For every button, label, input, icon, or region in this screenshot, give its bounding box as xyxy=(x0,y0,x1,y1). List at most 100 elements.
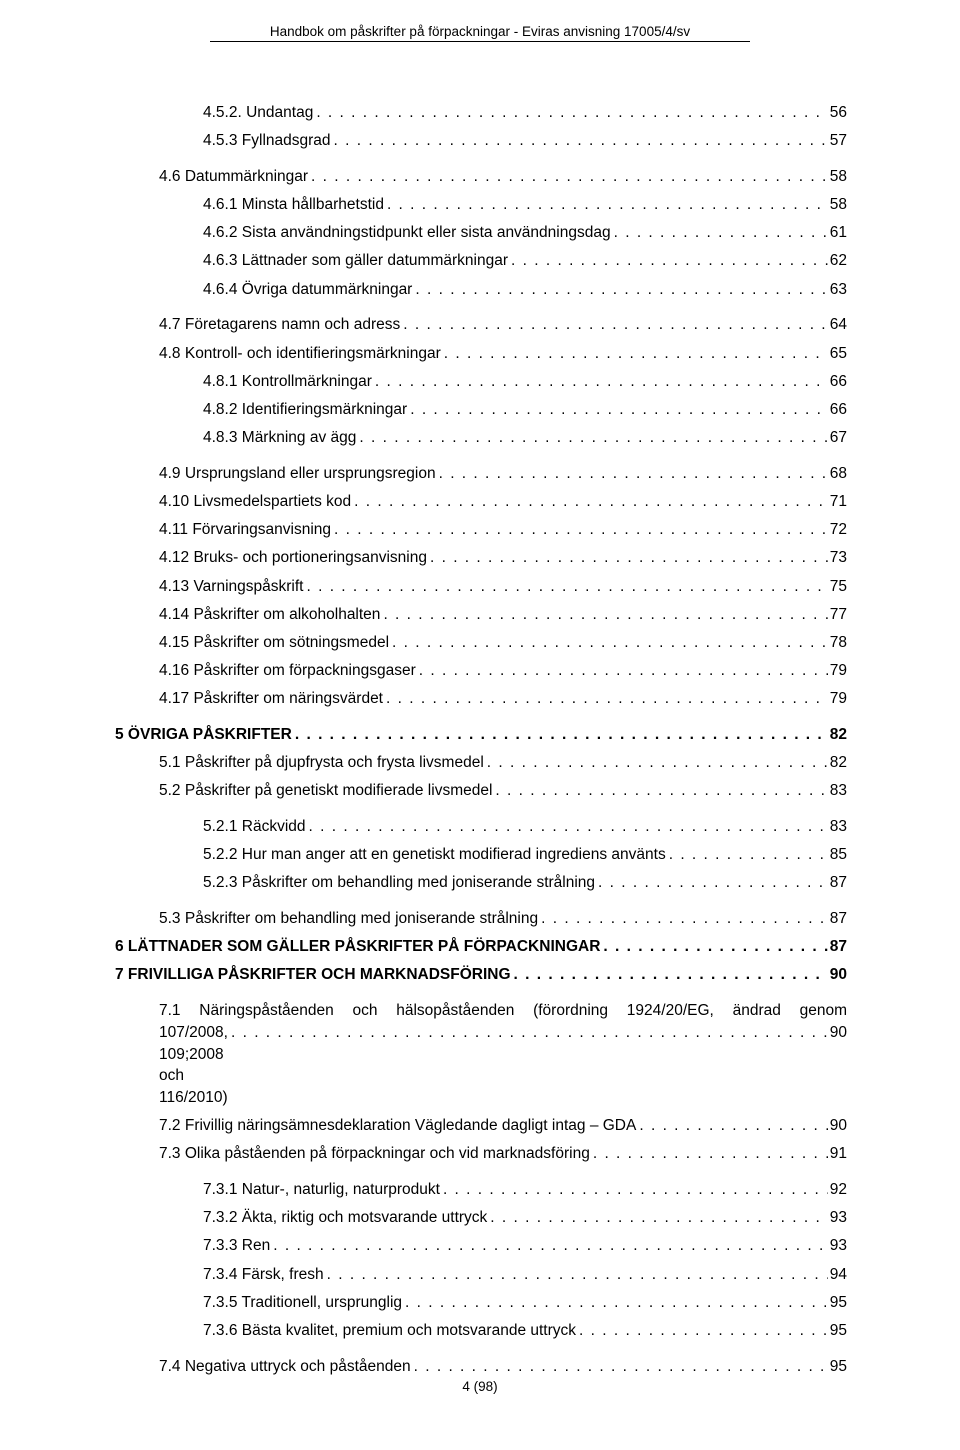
toc-leader-dots: . . . . . . . . . . . . . . . . . . . . … xyxy=(331,130,828,152)
toc-page-number: 83 xyxy=(828,816,847,838)
toc-page-number: 71 xyxy=(828,491,847,513)
toc-entry: 7.3 Olika påståenden på förpackningar oc… xyxy=(115,1143,847,1165)
toc-leader-dots: . . . . . . . . . . . . . . . . . . . . … xyxy=(407,399,828,421)
toc-leader-dots: . . . . . . . . . . . . . . . . . . . . … xyxy=(402,1292,828,1314)
toc-entry: 4.6 Datummärkningar. . . . . . . . . . .… xyxy=(115,166,847,188)
toc-entry: 4.14 Påskrifter om alkoholhalten. . . . … xyxy=(115,604,847,626)
toc-title: 4.9 Ursprungsland eller ursprungsregion xyxy=(159,463,436,485)
toc-page-number: 56 xyxy=(828,102,847,124)
toc-leader-dots: . . . . . . . . . . . . . . . . . . . . … xyxy=(511,964,828,986)
toc-leader-dots: . . . . . . . . . . . . . . . . . . . . … xyxy=(356,427,827,449)
toc-title: 5.3 Påskrifter om behandling med joniser… xyxy=(159,908,538,930)
toc-title: 7.2 Frivillig näringsämnesdeklaration Vä… xyxy=(159,1115,636,1137)
toc-title: 5.2.2 Hur man anger att en genetiskt mod… xyxy=(203,844,666,866)
toc-page-number: 68 xyxy=(828,463,847,485)
toc-leader-dots: . . . . . . . . . . . . . . . . . . . . … xyxy=(611,222,828,244)
toc-entry: 5.3 Påskrifter om behandling med joniser… xyxy=(115,908,847,930)
toc-page-number: 90 xyxy=(828,1115,847,1137)
toc-title: 4.8 Kontroll- och identifieringsmärkning… xyxy=(159,343,441,365)
toc-page-number: 72 xyxy=(828,519,847,541)
toc-leader-dots: . . . . . . . . . . . . . . . . . . . . … xyxy=(331,519,828,541)
toc-leader-dots: . . . . . . . . . . . . . . . . . . . . … xyxy=(590,1143,828,1165)
toc-entry: 4.6.3 Lättnader som gäller datummärkning… xyxy=(115,250,847,272)
toc-title: 5.2 Påskrifter på genetiskt modifierade … xyxy=(159,780,492,802)
toc-page-number: 95 xyxy=(828,1356,847,1378)
toc-entry: 4.5.3 Fyllnadsgrad. . . . . . . . . . . … xyxy=(115,130,847,152)
toc-page-number: 78 xyxy=(828,632,847,654)
toc-entry: 4.5.2. Undantag. . . . . . . . . . . . .… xyxy=(115,102,847,124)
toc-page-number: 92 xyxy=(828,1179,847,1201)
toc-title: 4.8.2 Identifieringsmärkningar xyxy=(203,399,407,421)
toc-leader-dots: . . . . . . . . . . . . . . . . . . . . … xyxy=(538,908,828,930)
toc-title: 4.16 Påskrifter om förpackningsgaser xyxy=(159,660,416,682)
toc-entry: 4.15 Påskrifter om sötningsmedel. . . . … xyxy=(115,632,847,654)
toc-title: 4.6.1 Minsta hållbarhetstid xyxy=(203,194,384,216)
toc-title: 7.3.2 Äkta, riktig och motsvarande uttry… xyxy=(203,1207,487,1229)
toc-title: 7.3.3 Ren xyxy=(203,1235,270,1257)
toc-title: 4.6 Datummärkningar xyxy=(159,166,308,188)
toc-title: 5.1 Påskrifter på djupfrysta och frysta … xyxy=(159,752,484,774)
toc-page-number: 83 xyxy=(828,780,847,802)
toc-title: 7.3.4 Färsk, fresh xyxy=(203,1264,324,1286)
toc-page-number: 90 xyxy=(828,1022,847,1044)
toc-page-number: 90 xyxy=(828,964,847,986)
toc-entry: 5.2.3 Påskrifter om behandling med jonis… xyxy=(115,872,847,894)
toc-leader-dots: . . . . . . . . . . . . . . . . . . . . … xyxy=(416,660,828,682)
toc-entry: 4.12 Bruks- och portioneringsanvisning. … xyxy=(115,547,847,569)
toc-entry: 5.2 Påskrifter på genetiskt modifierade … xyxy=(115,780,847,802)
toc-page-number: 61 xyxy=(828,222,847,244)
toc-page-number: 66 xyxy=(828,371,847,393)
toc-leader-dots: . . . . . . . . . . . . . . . . . . . . … xyxy=(441,343,828,365)
toc-leader-dots: . . . . . . . . . . . . . . . . . . . . … xyxy=(492,780,827,802)
toc-title: 4.7 Företagarens namn och adress xyxy=(159,314,400,336)
toc-page-number: 66 xyxy=(828,399,847,421)
toc-page-number: 95 xyxy=(828,1292,847,1314)
toc-page-number: 93 xyxy=(828,1207,847,1229)
toc-title: 4.6.4 Övriga datummärkningar xyxy=(203,279,412,301)
toc-title: 7.3.6 Bästa kvalitet, premium och motsva… xyxy=(203,1320,576,1342)
toc-title: 5 ÖVRIGA PÅSKRIFTER xyxy=(115,724,292,746)
toc-page-number: 65 xyxy=(828,343,847,365)
toc-entry: 7 FRIVILLIGA PÅSKRIFTER OCH MARKNADSFÖRI… xyxy=(115,964,847,986)
toc-entry: 5.1 Påskrifter på djupfrysta och frysta … xyxy=(115,752,847,774)
toc-entry: 4.8.2 Identifieringsmärkningar. . . . . … xyxy=(115,399,847,421)
toc-entry: 7.1 Näringspåståenden och hälsopåstående… xyxy=(115,1000,847,1108)
toc-page-number: 85 xyxy=(828,844,847,866)
toc-entry: 7.2 Frivillig näringsämnesdeklaration Vä… xyxy=(115,1115,847,1137)
toc-leader-dots: . . . . . . . . . . . . . . . . . . . . … xyxy=(508,250,828,272)
toc-entry: 4.10 Livsmedelspartiets kod. . . . . . .… xyxy=(115,491,847,513)
toc-entry: 7.3.4 Färsk, fresh. . . . . . . . . . . … xyxy=(115,1264,847,1286)
toc-page-number: 79 xyxy=(828,660,847,682)
toc-page-number: 95 xyxy=(828,1320,847,1342)
toc-page-number: 62 xyxy=(828,250,847,272)
toc-page-number: 63 xyxy=(828,279,847,301)
page-header: Handbok om påskrifter på förpackningar -… xyxy=(0,24,960,42)
toc-title: 5.2.3 Påskrifter om behandling med jonis… xyxy=(203,872,595,894)
toc-title: 4.13 Varningspåskrift xyxy=(159,576,303,598)
toc-title: 4.17 Påskrifter om näringsvärdet xyxy=(159,688,383,710)
toc-page-number: 82 xyxy=(828,724,847,746)
toc-leader-dots: . . . . . . . . . . . . . . . . . . . . … xyxy=(666,844,828,866)
toc-page-number: 91 xyxy=(828,1143,847,1165)
toc-title: 4.6.3 Lättnader som gäller datummärkning… xyxy=(203,250,508,272)
toc-page-number: 87 xyxy=(828,872,847,894)
toc-page-number: 58 xyxy=(828,194,847,216)
toc-leader-dots: . . . . . . . . . . . . . . . . . . . . … xyxy=(600,936,827,958)
toc-entry: 5.2.2 Hur man anger att en genetiskt mod… xyxy=(115,844,847,866)
toc-entry: 4.6.4 Övriga datummärkningar. . . . . . … xyxy=(115,279,847,301)
toc-title: 4.5.2. Undantag xyxy=(203,102,313,124)
toc-leader-dots: . . . . . . . . . . . . . . . . . . . . … xyxy=(576,1320,828,1342)
toc-entry: 7.3.1 Natur-, naturlig, naturprodukt. . … xyxy=(115,1179,847,1201)
toc-title: 4.15 Påskrifter om sötningsmedel xyxy=(159,632,389,654)
toc-page-number: 67 xyxy=(828,427,847,449)
toc-title: 7.3.1 Natur-, naturlig, naturprodukt xyxy=(203,1179,440,1201)
toc-title: 4.6.2 Sista användningstidpunkt eller si… xyxy=(203,222,611,244)
toc-leader-dots: . . . . . . . . . . . . . . . . . . . . … xyxy=(411,1356,828,1378)
toc-entry: 7.3.5 Traditionell, ursprunglig. . . . .… xyxy=(115,1292,847,1314)
toc-page-number: 79 xyxy=(828,688,847,710)
toc-page-number: 87 xyxy=(828,936,847,958)
toc-leader-dots: . . . . . . . . . . . . . . . . . . . . … xyxy=(400,314,828,336)
toc-entry: 7.4 Negativa uttryck och påståenden. . .… xyxy=(115,1356,847,1378)
toc-title: 4.8.3 Märkning av ägg xyxy=(203,427,356,449)
toc-leader-dots: . . . . . . . . . . . . . . . . . . . . … xyxy=(351,491,828,513)
